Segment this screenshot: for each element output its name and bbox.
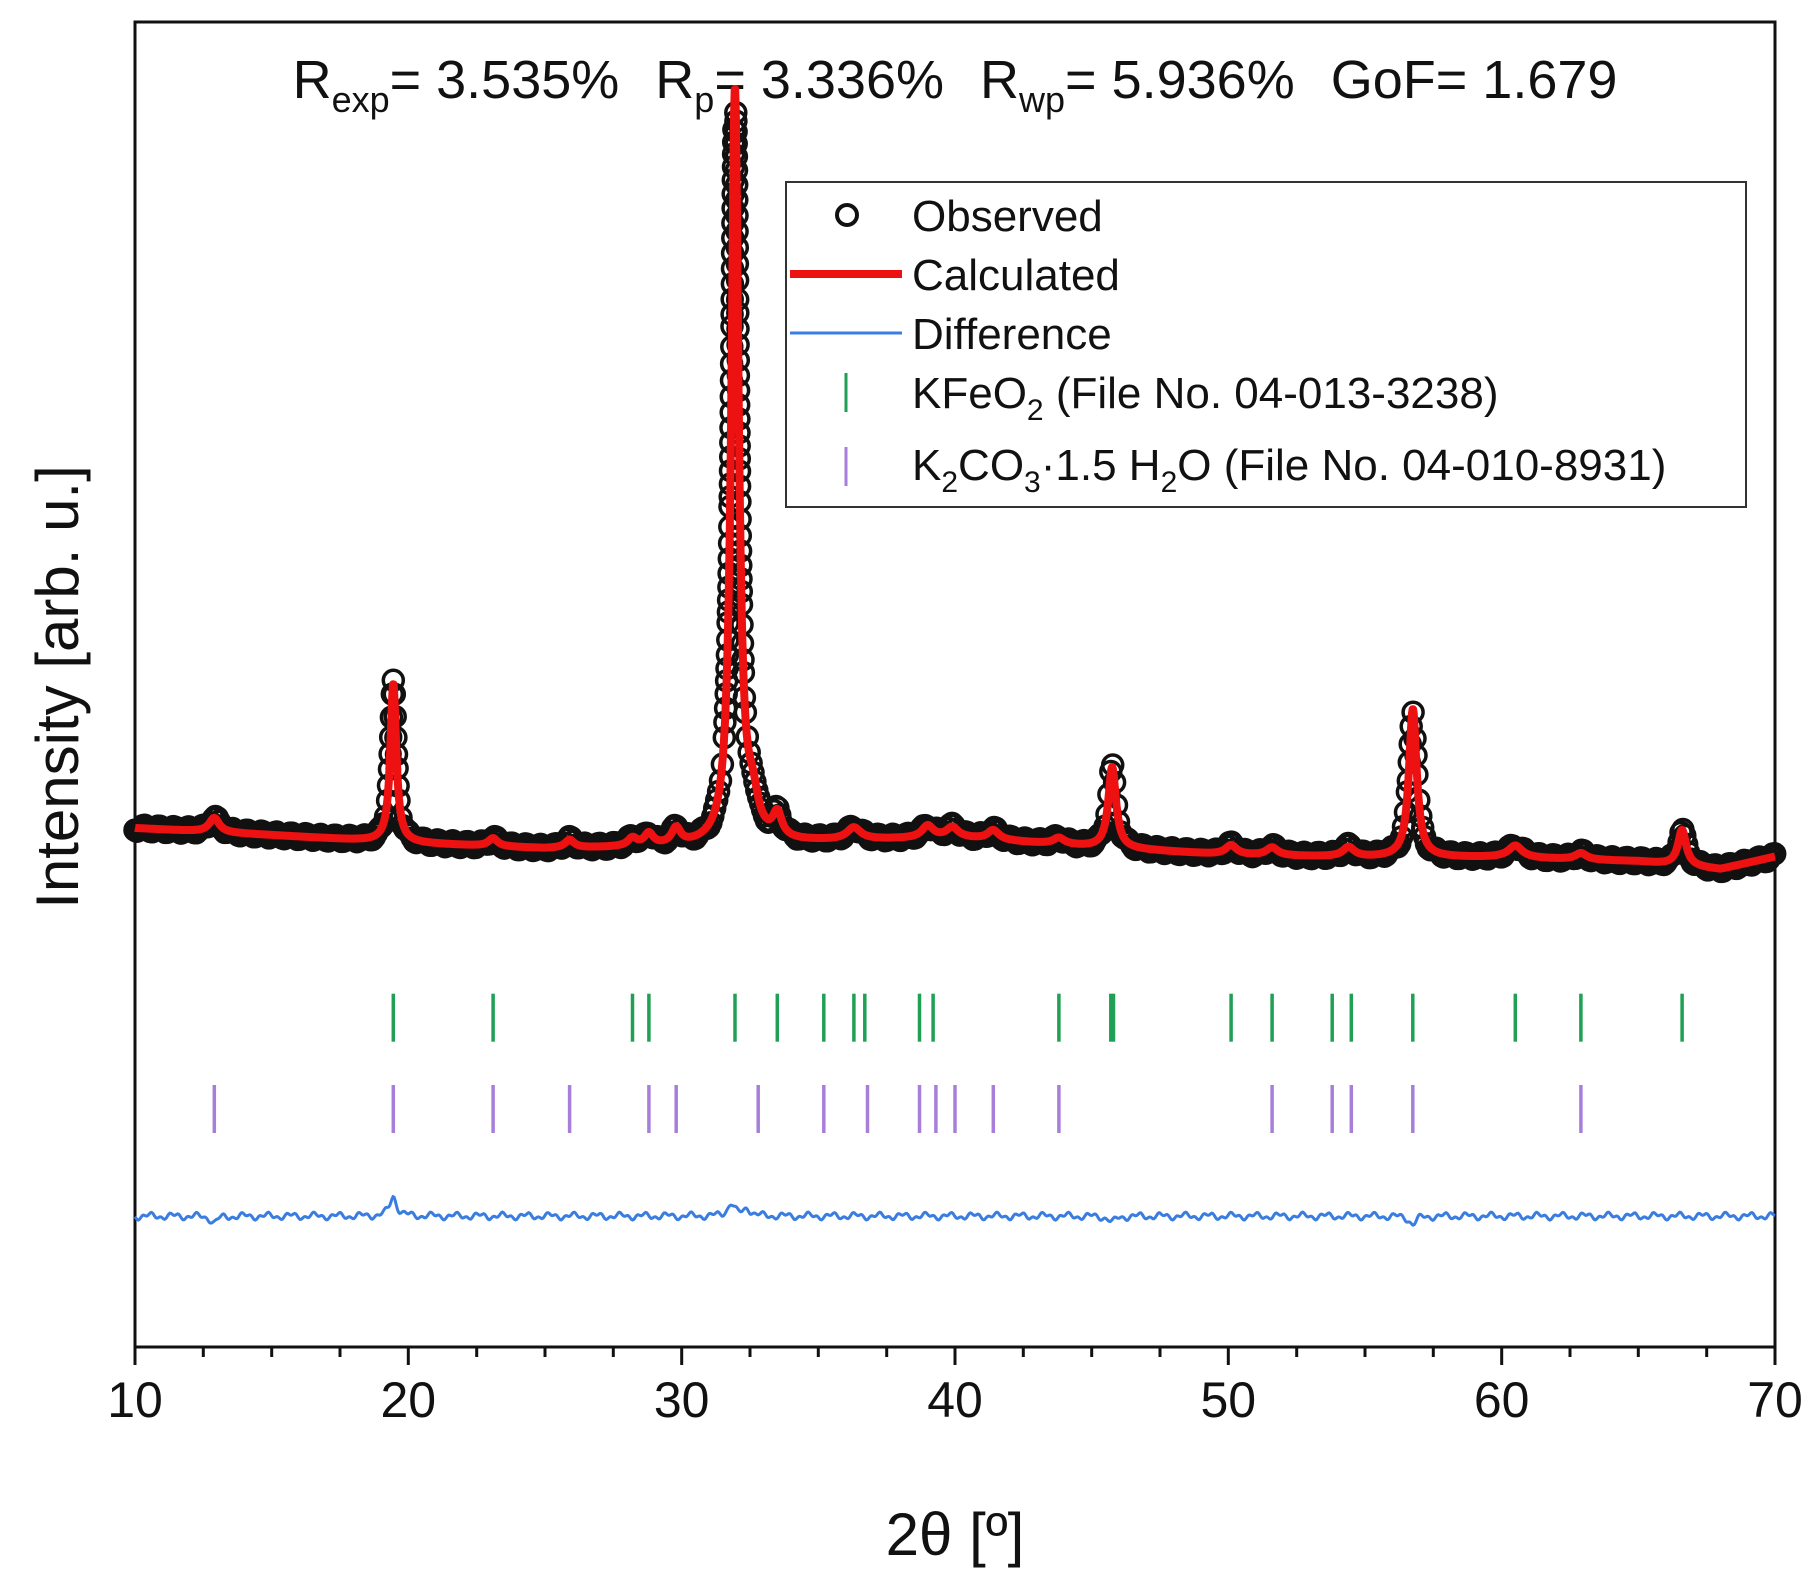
k2co3-subscript-3: 2 <box>1161 466 1178 499</box>
x-tick-label: 10 <box>107 1372 163 1428</box>
legend-observed-label: Observed <box>912 192 1103 241</box>
r-exp-subscript: exp <box>332 79 390 120</box>
x-tick-label: 20 <box>380 1372 436 1428</box>
x-tick-label: 40 <box>927 1372 983 1428</box>
k2co3-formula-part-2: CO <box>958 441 1024 490</box>
legend: Observed Calculated Difference KFeO2 (Fi… <box>785 181 1747 508</box>
x-tick-label: 30 <box>654 1372 710 1428</box>
r-p-label: R <box>655 50 694 110</box>
x-axis-title: 2θ [º] <box>886 1501 1025 1568</box>
y-axis-title: Intensity [arb. u.] <box>24 465 91 909</box>
legend-observed-marker <box>835 203 859 227</box>
x-axis: 10 20 30 40 50 60 70 <box>107 1347 1803 1428</box>
gof-value: GoF= 1.679 <box>1331 50 1618 110</box>
legend-box <box>785 181 1747 508</box>
r-wp-value: = 5.936% <box>1065 50 1295 110</box>
legend-calculated-label: Calculated <box>912 251 1120 300</box>
legend-difference-label: Difference <box>912 310 1112 359</box>
kfeo2-subscript: 2 <box>1027 394 1044 427</box>
r-wp-label: R <box>980 50 1019 110</box>
k2co3-formula-part-3: ·1.5 H <box>1041 441 1161 490</box>
kfeo2-file-number: (File No. 04-013-3238) <box>1044 369 1499 418</box>
k2co3-subscript-1: 2 <box>941 466 958 499</box>
fit-statistics: Rexp= 3.535% Rp= 3.336% Rwp= 5.936% GoF= 1.… <box>293 50 1618 120</box>
kfeo2-formula-part: KFeO <box>912 369 1027 418</box>
k2co3-formula-part-1: K <box>912 441 941 490</box>
legend-kfeo2-label: KFeO2 (File No. 04-013-3238) <box>912 369 1499 427</box>
r-p-subscript: p <box>694 79 714 120</box>
x-tick-label: 60 <box>1474 1372 1530 1428</box>
calculated-series-line <box>131 85 1779 873</box>
k2co3-subscript-2: 3 <box>1024 466 1041 499</box>
difference-series-line <box>133 1194 1776 1227</box>
k2co3-file-number: O (File No. 04-010-8931) <box>1177 441 1666 490</box>
x-tick-label: 50 <box>1200 1372 1256 1428</box>
r-p-value: = 3.336% <box>714 50 944 110</box>
k2co3-reflection-ticks <box>212 1085 1583 1133</box>
r-wp-subscript: wp <box>1018 79 1065 120</box>
r-exp-value: = 3.535% <box>390 50 620 110</box>
observed-point <box>1762 842 1787 866</box>
r-exp-label: R <box>293 50 332 110</box>
kfeo2-reflection-ticks <box>391 993 1684 1042</box>
x-tick-label: 70 <box>1747 1372 1803 1428</box>
legend-k2co3-label: K2CO3·1.5 H2O (File No. 04-010-8931) <box>912 441 1666 499</box>
